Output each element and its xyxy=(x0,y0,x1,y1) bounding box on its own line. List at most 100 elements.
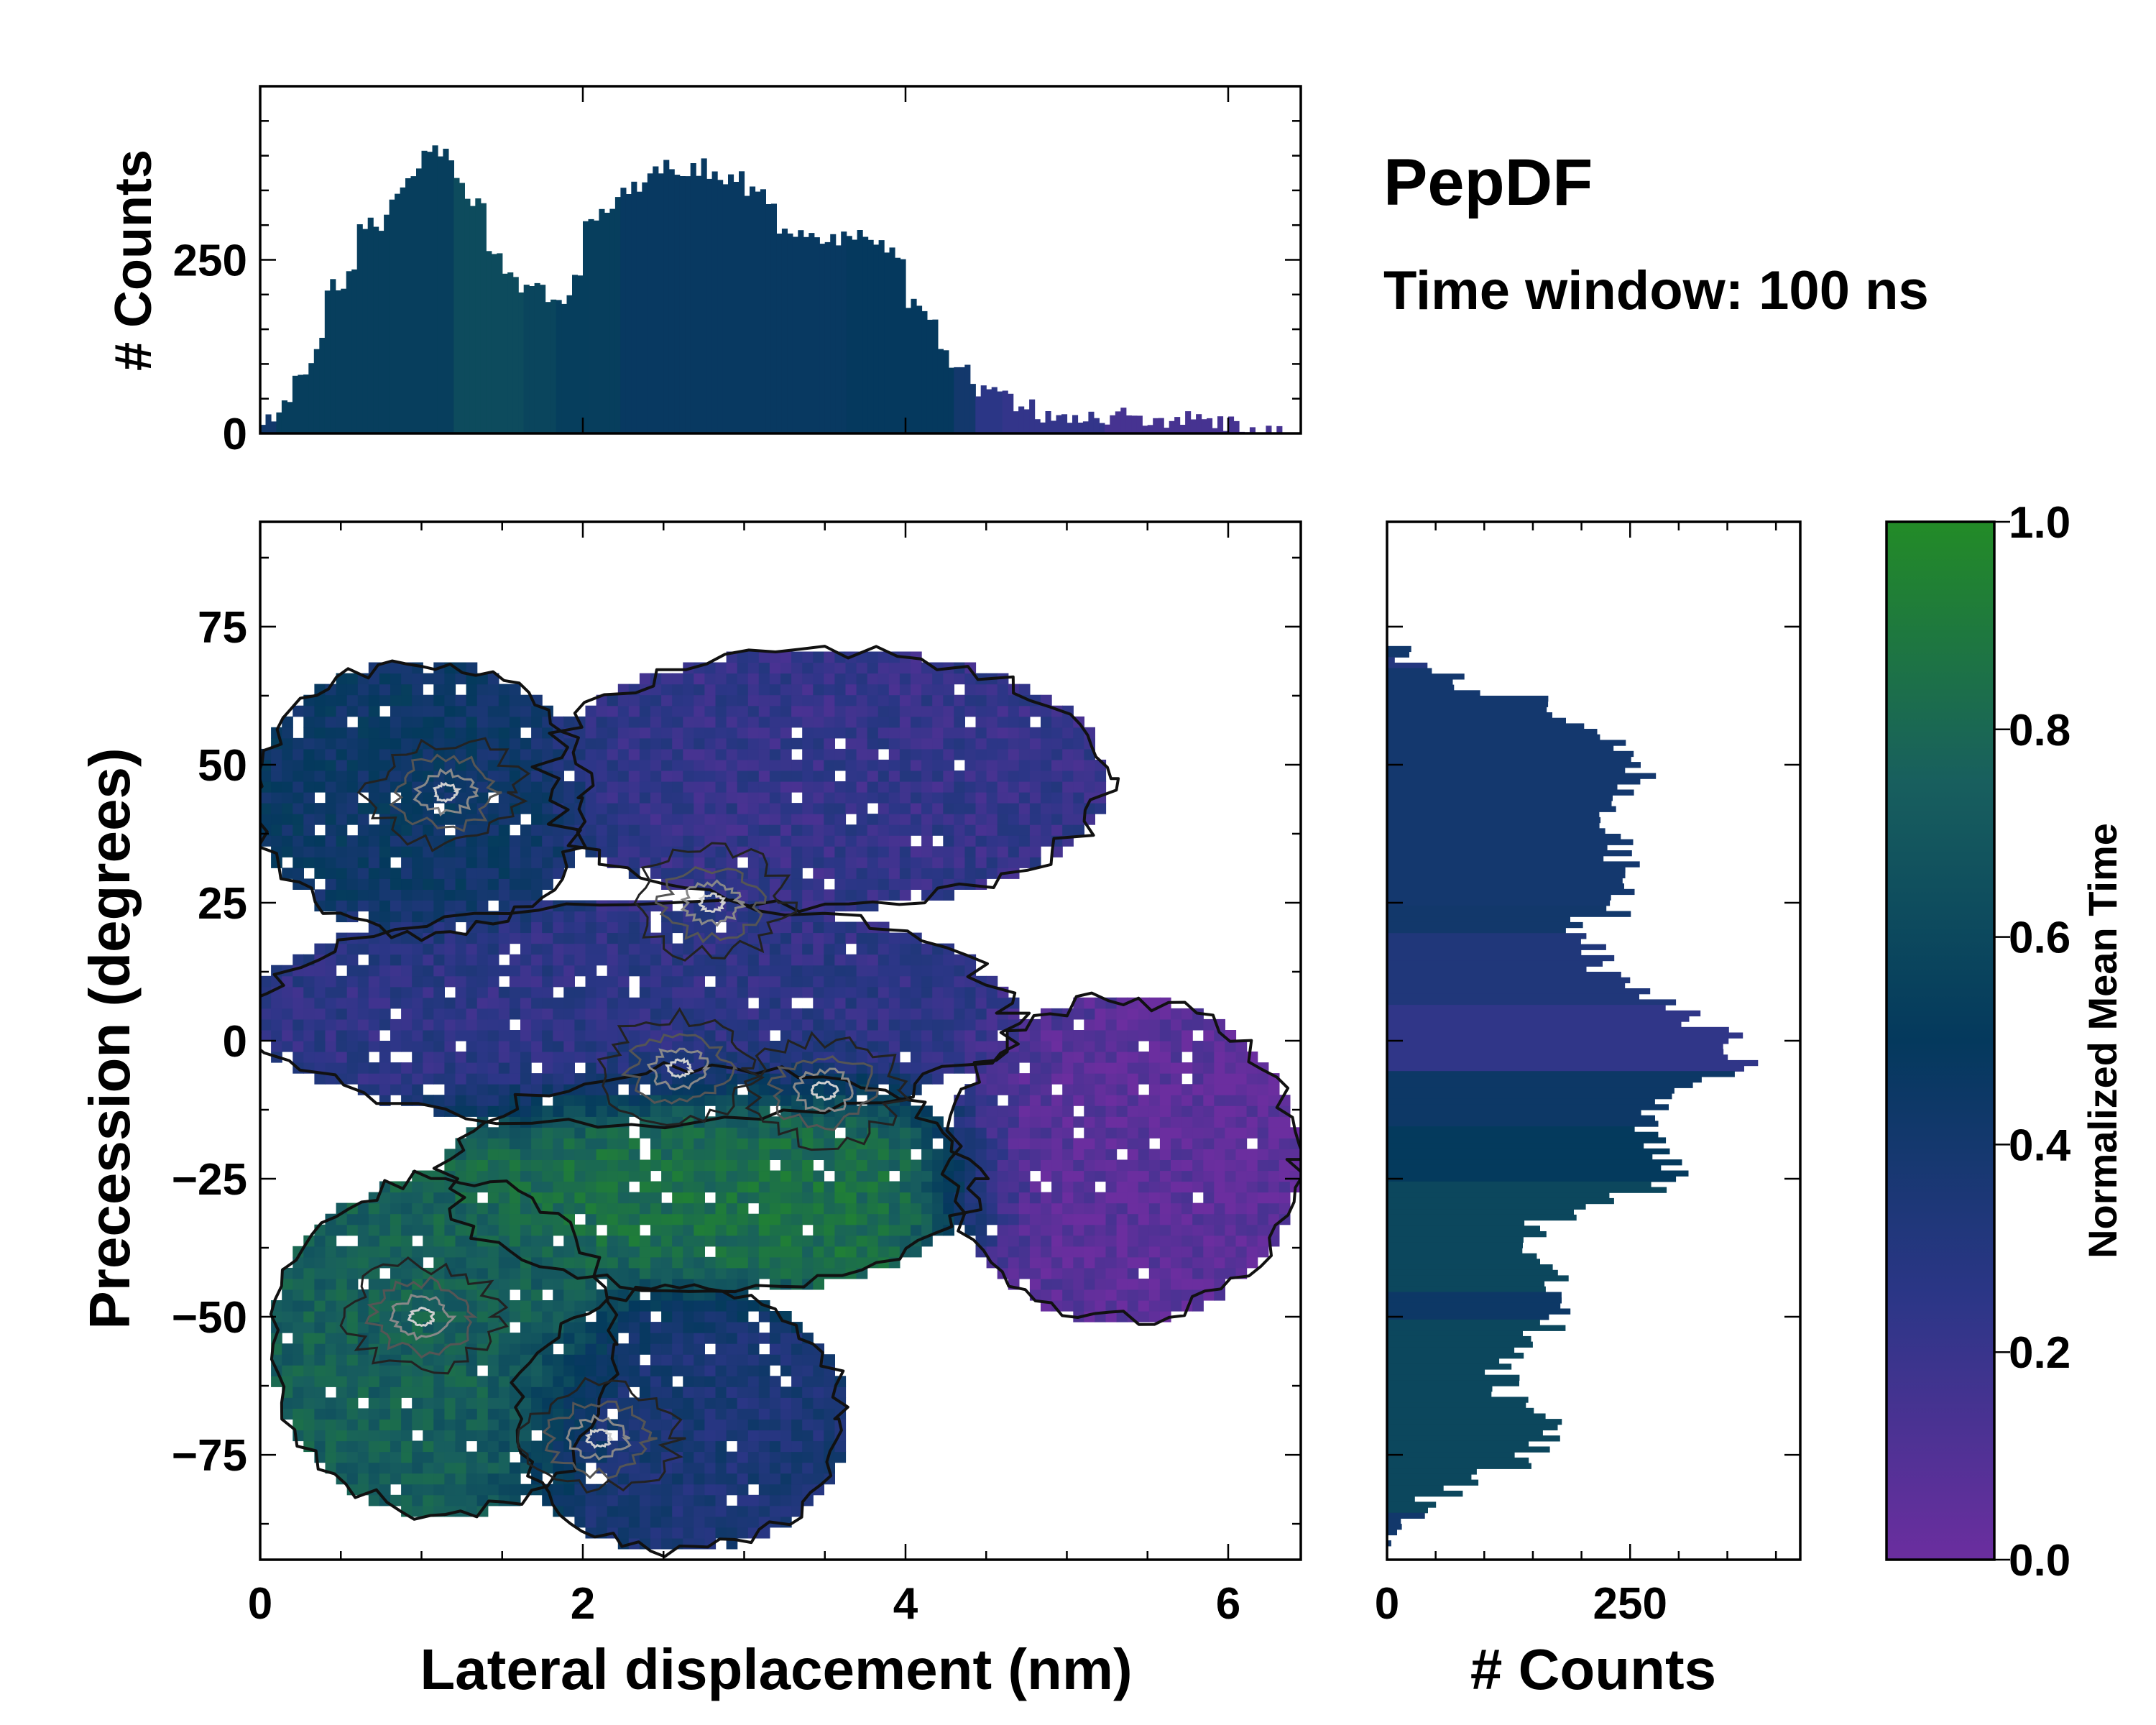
heatmap-cell xyxy=(476,1408,489,1420)
heatmap-cell xyxy=(1051,1192,1063,1204)
heatmap-cell xyxy=(1018,1084,1031,1095)
top-histogram-bar xyxy=(1228,416,1235,433)
heatmap-cell xyxy=(769,1343,781,1355)
heatmap-cell xyxy=(585,1300,597,1312)
heatmap-cell xyxy=(921,1159,933,1172)
heatmap-cell xyxy=(802,716,814,728)
heatmap-cell xyxy=(964,846,977,857)
heatmap-cell xyxy=(639,673,651,685)
heatmap-cell xyxy=(498,792,510,804)
heatmap-cell xyxy=(1073,1084,1084,1095)
heatmap-cell xyxy=(639,1267,651,1279)
heatmap-cell xyxy=(997,716,1009,728)
heatmap-cell xyxy=(379,1041,391,1052)
heatmap-cell xyxy=(758,737,770,750)
heatmap-cell xyxy=(325,727,337,739)
heatmap-cell xyxy=(672,1365,683,1376)
heatmap-cell xyxy=(769,1138,781,1149)
heatmap-cell xyxy=(1051,1062,1063,1074)
heatmap-cell xyxy=(531,727,543,739)
heatmap-cell xyxy=(476,1213,489,1225)
heatmap-cell xyxy=(943,1052,954,1063)
top-histogram-bar xyxy=(614,197,621,433)
heatmap-cell xyxy=(715,1192,727,1204)
heatmap-cell xyxy=(672,975,683,988)
heatmap-cell xyxy=(1018,748,1031,760)
heatmap-cell xyxy=(466,694,478,707)
heatmap-cell xyxy=(325,1419,337,1431)
heatmap-cell xyxy=(661,1484,673,1496)
heatmap-cell xyxy=(401,759,413,771)
heatmap-cell xyxy=(1018,1030,1031,1041)
top-histogram-bar xyxy=(292,375,298,433)
heatmap-cell xyxy=(628,1256,640,1269)
heatmap-cell xyxy=(997,803,1009,814)
heatmap-cell xyxy=(585,1333,597,1344)
heatmap-cell xyxy=(1095,1278,1107,1290)
heatmap-cell xyxy=(954,716,965,728)
heatmap-cell xyxy=(694,1527,705,1539)
heatmap-cell xyxy=(607,1181,619,1193)
top-histogram-bar xyxy=(507,272,514,433)
heatmap-cell xyxy=(856,792,868,804)
heatmap-cell xyxy=(476,1018,489,1031)
top-histogram-bar xyxy=(367,217,374,433)
heatmap-cell xyxy=(390,1041,402,1052)
heatmap-cell xyxy=(877,1246,890,1258)
heatmap-cell xyxy=(368,1041,380,1052)
heatmap-cell xyxy=(498,1084,510,1095)
heatmap-cells xyxy=(260,651,1301,1550)
heatmap-cell xyxy=(292,748,304,760)
heatmap-cell xyxy=(401,911,413,923)
heatmap-cell xyxy=(466,716,478,728)
heatmap-cell xyxy=(704,1516,717,1528)
heatmap-cell xyxy=(509,1235,521,1247)
heatmap-cell xyxy=(455,857,467,868)
heatmap-cell xyxy=(737,1267,749,1279)
heatmap-cell xyxy=(661,792,673,804)
heatmap-cell xyxy=(661,1386,673,1398)
heatmap-cell xyxy=(726,1149,738,1160)
heatmap-cell xyxy=(932,705,944,717)
heatmap-cell xyxy=(726,1430,738,1442)
heatmap-cell xyxy=(444,1333,456,1344)
heatmap-cell xyxy=(747,705,760,717)
heatmap-cell xyxy=(867,716,879,728)
heatmap-cell xyxy=(824,705,835,717)
heatmap-cell xyxy=(336,1052,348,1063)
heatmap-cell xyxy=(1095,1170,1107,1182)
heatmap-cell xyxy=(498,921,510,934)
heatmap-cell xyxy=(715,1527,727,1539)
heatmap-cell xyxy=(867,857,879,868)
heatmap-cell xyxy=(314,1365,326,1376)
heatmap-cell xyxy=(368,878,380,890)
heatmap-cell xyxy=(683,1311,694,1322)
heatmap-cell xyxy=(877,943,890,955)
heatmap-cell xyxy=(520,965,532,977)
heatmap-cell xyxy=(563,1386,575,1398)
heatmap-cell xyxy=(737,1494,749,1506)
heatmap-cell xyxy=(542,803,553,814)
heatmap-cell xyxy=(877,673,890,685)
heatmap-cell xyxy=(390,673,402,685)
heatmap-cell xyxy=(650,1095,662,1106)
heatmap-cell xyxy=(379,716,391,728)
heatmap-cell xyxy=(911,1138,922,1149)
heatmap-cell xyxy=(346,1246,359,1258)
heatmap-cell xyxy=(639,1516,651,1528)
heatmap-cell xyxy=(542,1451,553,1463)
heatmap-cell xyxy=(726,997,738,1009)
heatmap-cell xyxy=(628,803,640,814)
heatmap-cell xyxy=(791,954,803,966)
heatmap-cell xyxy=(954,986,965,998)
heatmap-cell xyxy=(899,716,911,728)
heatmap-cell xyxy=(1041,1256,1052,1269)
heatmap-cell xyxy=(607,997,619,1009)
heatmap-cell xyxy=(563,1149,575,1160)
heatmap-cell xyxy=(845,727,857,739)
heatmap-cell xyxy=(813,673,824,685)
heatmap-cell xyxy=(694,1343,705,1355)
heatmap-cell xyxy=(346,803,359,814)
heatmap-cell xyxy=(758,781,770,793)
